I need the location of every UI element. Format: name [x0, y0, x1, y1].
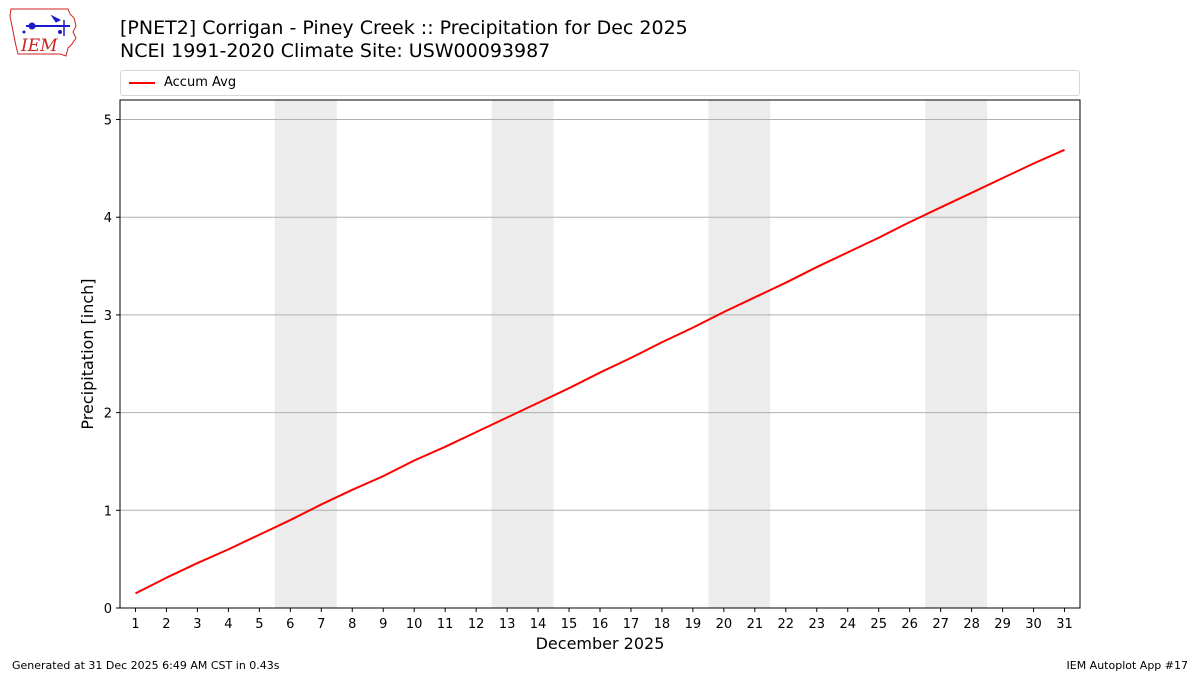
y-tick-label-2: 2 — [104, 407, 112, 422]
x-tick-label-2: 2 — [162, 617, 170, 632]
x-tick-label-16: 16 — [592, 617, 609, 632]
chart-title: [PNET2] Corrigan - Piney Creek :: Precip… — [120, 17, 688, 39]
x-tick-label-13: 13 — [499, 617, 516, 632]
x-tick-label-25: 25 — [870, 617, 887, 632]
y-tick-label-5: 5 — [104, 114, 112, 129]
x-tick-label-9: 9 — [379, 617, 387, 632]
chart-subtitle: NCEI 1991-2020 Climate Site: USW00093987 — [120, 40, 551, 62]
legend: Accum Avg — [120, 70, 1080, 96]
y-tick-label-1: 1 — [104, 504, 112, 519]
x-tick-label-19: 19 — [685, 617, 702, 632]
x-tick-label-7: 7 — [317, 617, 325, 632]
x-tick-label-20: 20 — [716, 617, 733, 632]
legend-label-accum-avg: Accum Avg — [164, 75, 237, 90]
x-tick-label-31: 31 — [1056, 617, 1073, 632]
x-tick-label-22: 22 — [778, 617, 795, 632]
x-tick-label-11: 11 — [437, 617, 454, 632]
x-axis-label: December 2025 — [536, 634, 665, 653]
x-tick-label-5: 5 — [255, 617, 263, 632]
x-tick-label-27: 27 — [932, 617, 949, 632]
weather-station-icon — [22, 14, 70, 36]
x-tick-label-26: 26 — [901, 617, 918, 632]
y-tick-label-4: 4 — [104, 211, 112, 226]
x-tick-label-18: 18 — [654, 617, 671, 632]
x-tick-label-6: 6 — [286, 617, 294, 632]
logo-text: IEM — [20, 36, 58, 56]
generated-timestamp: Generated at 31 Dec 2025 6:49 AM CST in … — [12, 659, 280, 672]
y-tick-label-0: 0 — [104, 602, 112, 617]
x-tick-label-14: 14 — [530, 617, 547, 632]
weekend-shade-20-21 — [708, 100, 771, 608]
x-tick-label-4: 4 — [224, 617, 232, 632]
x-tick-label-12: 12 — [468, 617, 485, 632]
iem-logo: IEM — [9, 8, 77, 57]
x-tick-label-21: 21 — [747, 617, 764, 632]
app-identifier: IEM Autoplot App #17 — [1066, 659, 1189, 672]
x-tick-label-10: 10 — [406, 617, 423, 632]
x-tick-label-29: 29 — [994, 617, 1011, 632]
weekend-shade-27-28 — [925, 100, 988, 608]
weekend-shade-6-7 — [274, 100, 337, 608]
y-axis-label: Precipitation [inch] — [78, 278, 97, 429]
x-tick-label-30: 30 — [1025, 617, 1042, 632]
weekend-shade-13-14 — [491, 100, 554, 608]
y-tick-label-3: 3 — [104, 309, 112, 324]
x-tick-label-3: 3 — [193, 617, 201, 632]
x-tick-label-1: 1 — [131, 617, 139, 632]
x-tick-label-28: 28 — [963, 617, 980, 632]
x-tick-label-8: 8 — [348, 617, 356, 632]
x-tick-label-17: 17 — [623, 617, 640, 632]
x-tick-label-15: 15 — [561, 617, 578, 632]
series-line-accum-avg — [135, 148, 1065, 595]
x-tick-label-23: 23 — [809, 617, 826, 632]
legend-swatch-accum-avg — [129, 82, 155, 84]
x-tick-label-24: 24 — [839, 617, 856, 632]
